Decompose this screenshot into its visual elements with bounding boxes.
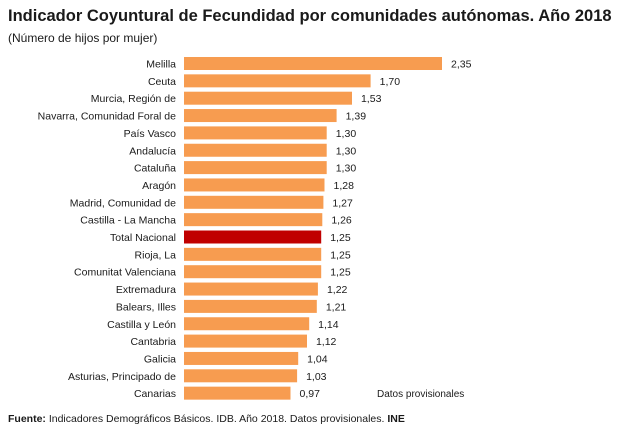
category-label-asturias-principado-de: Asturias, Principado de xyxy=(68,371,176,383)
category-label-comunitat-valenciana: Comunitat Valenciana xyxy=(74,267,176,279)
category-label-andalucia: Andalucía xyxy=(129,145,176,157)
value-label-castilla-la-mancha: 1,26 xyxy=(331,215,352,227)
value-label-navarra-comunidad-foral-de: 1,39 xyxy=(346,111,367,123)
value-label-asturias-principado-de: 1,03 xyxy=(306,371,327,383)
category-label-cataluna: Cataluña xyxy=(134,163,176,175)
chart-title: Indicador Coyuntural de Fecundidad por c… xyxy=(8,7,612,25)
category-label-canarias: Canarias xyxy=(134,388,176,400)
bar-galicia xyxy=(184,351,299,365)
value-label-total-nacional: 1,25 xyxy=(330,232,351,244)
category-label-melilla: Melilla xyxy=(146,59,176,71)
value-label-balears-illes: 1,21 xyxy=(326,301,347,313)
bar-madrid-comunidad-de xyxy=(184,195,324,209)
bar-canarias xyxy=(184,386,291,400)
value-label-rioja-la: 1,25 xyxy=(330,249,351,261)
bar-cantabria xyxy=(184,334,307,348)
category-label-balears-illes: Balears, Illes xyxy=(116,301,176,313)
value-label-cataluna: 1,30 xyxy=(336,163,357,175)
value-label-galicia: 1,04 xyxy=(307,353,328,365)
ine-brand: INE xyxy=(387,413,405,425)
bar-pais-vasco xyxy=(184,126,327,140)
category-label-castilla-y-leon: Castilla y León xyxy=(107,319,176,331)
bar-comunitat-valenciana xyxy=(184,265,322,279)
bar-cataluna xyxy=(184,161,327,175)
category-label-cantabria: Cantabria xyxy=(130,336,176,348)
provisional-data-note: Datos provisionales xyxy=(377,389,465,400)
category-label-ceuta: Ceuta xyxy=(148,76,176,88)
category-label-madrid-comunidad-de: Madrid, Comunidad de xyxy=(70,197,176,209)
category-label-castilla-la-mancha: Castilla - La Mancha xyxy=(80,215,176,227)
bar-andalucia xyxy=(184,143,327,157)
value-label-castilla-y-leon: 1,14 xyxy=(318,319,339,331)
category-label-rioja-la: Rioja, La xyxy=(135,249,177,261)
bar-asturias-principado-de xyxy=(184,369,298,383)
bar-murcia-region-de xyxy=(184,91,352,105)
source-text: Indicadores Demográficos Básicos. IDB. A… xyxy=(45,413,388,425)
chart-subtitle: (Número de hijos por mujer) xyxy=(8,31,158,45)
value-label-aragon: 1,28 xyxy=(334,180,355,192)
bar-melilla xyxy=(184,57,442,70)
bar-balears-illes xyxy=(184,299,317,313)
value-label-pais-vasco: 1,30 xyxy=(336,128,357,140)
value-label-comunitat-valenciana: 1,25 xyxy=(330,267,351,279)
value-label-cantabria: 1,12 xyxy=(316,336,337,348)
category-label-extremadura: Extremadura xyxy=(116,284,176,296)
value-label-andalucia: 1,30 xyxy=(336,145,357,157)
category-label-navarra-comunidad-foral-de: Navarra, Comunidad Foral de xyxy=(38,111,176,123)
category-label-pais-vasco: País Vasco xyxy=(124,128,176,140)
category-label-aragon: Aragón xyxy=(142,180,176,192)
value-label-canarias: 0,97 xyxy=(299,388,320,400)
value-label-extremadura: 1,22 xyxy=(327,284,348,296)
value-label-melilla: 2,35 xyxy=(451,59,472,71)
category-label-galicia: Galicia xyxy=(144,353,176,365)
source-footer: Fuente: Indicadores Demográficos Básicos… xyxy=(8,413,405,425)
category-label-murcia-region-de: Murcia, Región de xyxy=(91,93,176,105)
source-label: Fuente: xyxy=(8,413,46,425)
bar-aragon xyxy=(184,178,325,192)
bar-castilla-la-mancha xyxy=(184,213,323,227)
bar-total-nacional xyxy=(184,230,322,244)
value-label-ceuta: 1,70 xyxy=(380,76,401,88)
value-label-murcia-region-de: 1,53 xyxy=(361,93,382,105)
bar-castilla-y-leon xyxy=(184,317,310,331)
bar-ceuta xyxy=(184,74,371,88)
bar-extremadura xyxy=(184,282,318,296)
bar-rioja-la xyxy=(184,247,322,261)
category-label-total-nacional: Total Nacional xyxy=(110,232,176,244)
value-label-madrid-comunidad-de: 1,27 xyxy=(332,197,353,209)
bar-navarra-comunidad-foral-de xyxy=(184,109,337,123)
